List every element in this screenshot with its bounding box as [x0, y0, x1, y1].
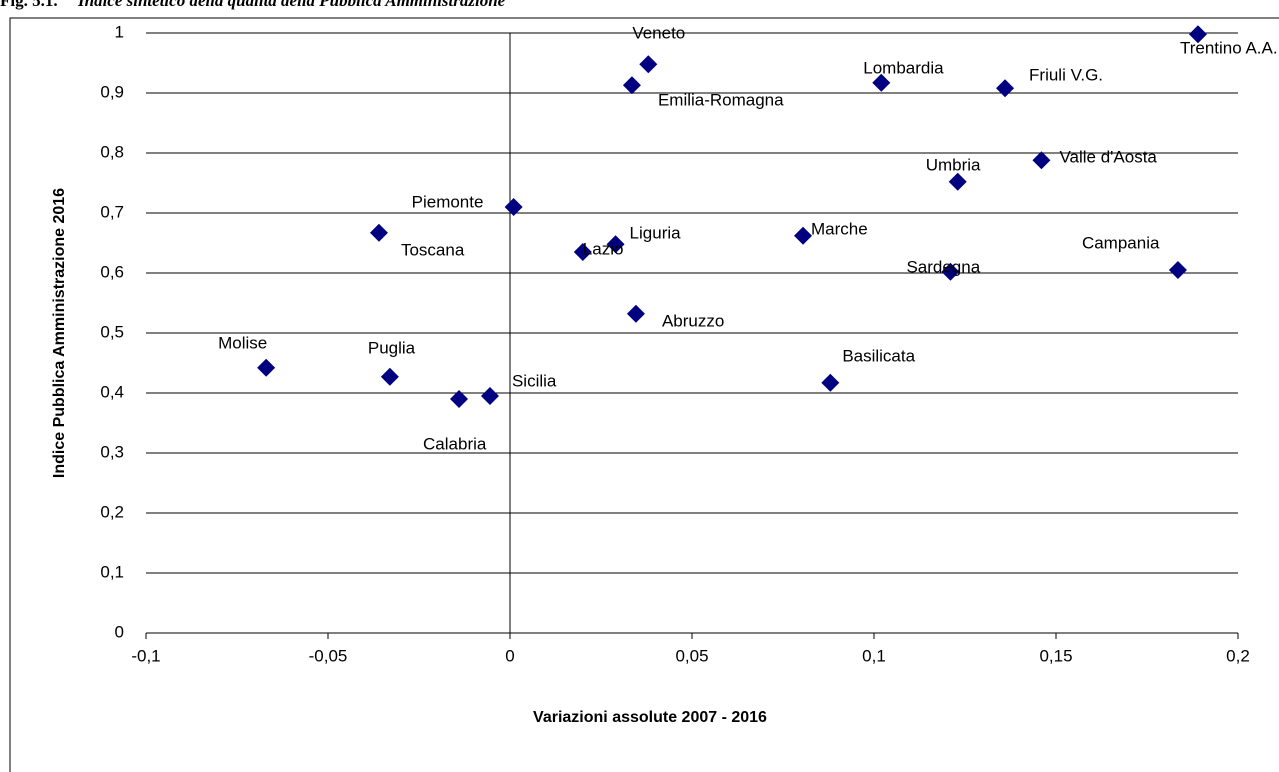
y-tick-label: 0,7: [100, 202, 124, 221]
y-tick-label: 0,2: [100, 502, 124, 521]
point: [626, 304, 645, 323]
point-label: Sicilia: [512, 371, 557, 390]
point: [480, 387, 499, 405]
point: [941, 262, 960, 281]
point: [369, 223, 388, 242]
point-label: Puglia: [368, 338, 416, 357]
y-tick-label: 0: [115, 622, 124, 641]
point: [573, 243, 592, 261]
point: [821, 373, 840, 392]
y-tick-label: 0,5: [100, 322, 124, 341]
point-label: Friuli V.G.: [1029, 66, 1103, 85]
point-label: Piemonte: [412, 192, 484, 211]
y-tick-label: 0,9: [100, 82, 124, 101]
point-label: Umbria: [926, 155, 981, 174]
point: [639, 55, 658, 74]
point: [948, 172, 967, 191]
x-tick-label: 0,15: [1039, 646, 1072, 665]
x-axis-title: Variazioni assolute 2007 - 2016: [533, 709, 767, 726]
point-label: Marche: [811, 219, 868, 238]
point-label: Campania: [1082, 233, 1160, 252]
point: [872, 73, 891, 92]
x-tick-label: -0,1: [131, 646, 160, 665]
chart-frame: [9, 17, 1279, 772]
y-tick-label: 0,4: [100, 382, 124, 401]
point: [257, 358, 276, 377]
point-label: Emilia-Romagna: [658, 91, 784, 110]
point: [996, 79, 1015, 98]
point: [450, 390, 469, 408]
y-tick-label: 0,3: [100, 442, 124, 461]
x-tick-label: 0,1: [862, 646, 886, 665]
point-label: Basilicata: [842, 346, 915, 365]
point: [1188, 25, 1207, 44]
figure-label: Fig. 5.1.: [0, 0, 58, 10]
point: [504, 198, 523, 216]
point: [794, 226, 813, 245]
x-tick-label: -0,05: [309, 646, 348, 665]
point-label: Calabria: [423, 434, 487, 453]
point-label: Liguria: [630, 224, 682, 243]
point: [622, 76, 641, 95]
point-label: Valle d'Aosta: [1059, 148, 1157, 167]
point-label: Abruzzo: [662, 311, 724, 330]
chart-title: Indice sintetico della qualità della Pub…: [77, 0, 506, 10]
point-label: Toscana: [401, 240, 465, 259]
x-tick-label: 0,05: [675, 646, 708, 665]
point: [1032, 151, 1051, 170]
y-tick-label: 0,1: [100, 562, 124, 581]
y-tick-label: 1: [115, 22, 124, 41]
point: [606, 235, 625, 254]
point-label: Lombardia: [863, 58, 944, 77]
point-label: Veneto: [632, 24, 685, 43]
y-axis-title: Indice Pubblica Amministrazione 2016: [51, 188, 68, 478]
point: [1168, 261, 1187, 279]
y-tick-label: 0,6: [100, 262, 124, 281]
y-tick-label: 0,8: [100, 142, 124, 161]
point-label: Molise: [218, 333, 267, 352]
point-label: Sardegna: [906, 257, 980, 276]
x-tick-label: 0,2: [1226, 646, 1250, 665]
point-label: Lazio: [583, 239, 624, 258]
point: [380, 367, 399, 386]
point-label: Trentino A.A.: [1180, 39, 1278, 58]
x-tick-label: 0: [505, 646, 514, 665]
